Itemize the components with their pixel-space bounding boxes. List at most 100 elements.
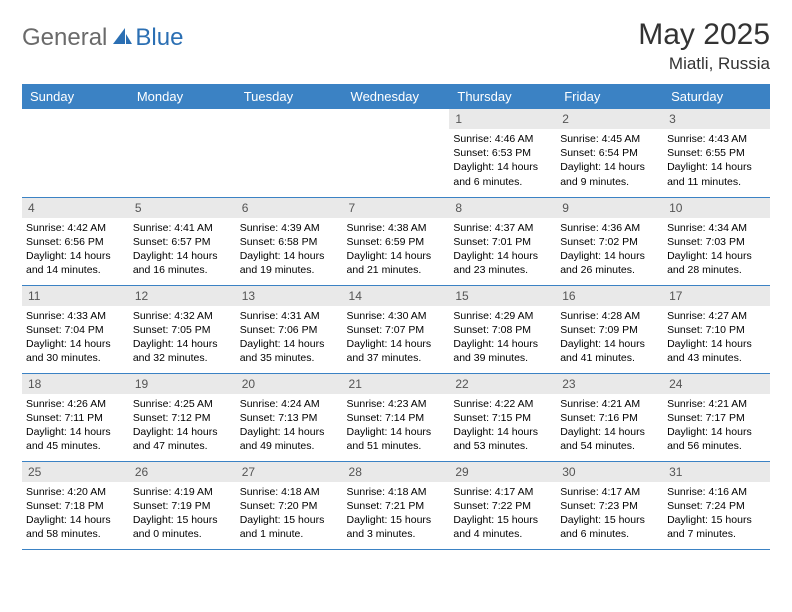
- sunset-text: Sunset: 7:13 PM: [240, 411, 339, 425]
- day-details: Sunrise: 4:23 AMSunset: 7:14 PMDaylight:…: [343, 394, 450, 458]
- sunset-text: Sunset: 6:55 PM: [667, 146, 766, 160]
- daylight-line2: and 54 minutes.: [560, 439, 659, 453]
- sunset-text: Sunset: 7:09 PM: [560, 323, 659, 337]
- day-number: 5: [129, 198, 236, 218]
- day-details: Sunrise: 4:19 AMSunset: 7:19 PMDaylight:…: [129, 482, 236, 546]
- sunrise-text: Sunrise: 4:37 AM: [453, 221, 552, 235]
- sunrise-text: Sunrise: 4:20 AM: [26, 485, 125, 499]
- sunset-text: Sunset: 7:01 PM: [453, 235, 552, 249]
- daylight-line2: and 43 minutes.: [667, 351, 766, 365]
- daylight-line1: Daylight: 14 hours: [667, 160, 766, 174]
- calendar-cell: 8Sunrise: 4:37 AMSunset: 7:01 PMDaylight…: [449, 197, 556, 285]
- sunrise-text: Sunrise: 4:45 AM: [560, 132, 659, 146]
- daylight-line2: and 30 minutes.: [26, 351, 125, 365]
- day-details: Sunrise: 4:33 AMSunset: 7:04 PMDaylight:…: [22, 306, 129, 370]
- calendar-cell: 4Sunrise: 4:42 AMSunset: 6:56 PMDaylight…: [22, 197, 129, 285]
- logo-text-blue: Blue: [135, 24, 183, 52]
- calendar-cell: 30Sunrise: 4:17 AMSunset: 7:23 PMDayligh…: [556, 461, 663, 549]
- day-details: Sunrise: 4:46 AMSunset: 6:53 PMDaylight:…: [449, 129, 556, 193]
- day-number: 25: [22, 462, 129, 482]
- calendar-week-row: 4Sunrise: 4:42 AMSunset: 6:56 PMDaylight…: [22, 197, 770, 285]
- sunset-text: Sunset: 7:06 PM: [240, 323, 339, 337]
- sunset-text: Sunset: 6:58 PM: [240, 235, 339, 249]
- calendar-cell: 2Sunrise: 4:45 AMSunset: 6:54 PMDaylight…: [556, 109, 663, 197]
- calendar-cell: 10Sunrise: 4:34 AMSunset: 7:03 PMDayligh…: [663, 197, 770, 285]
- daylight-line2: and 7 minutes.: [667, 527, 766, 541]
- daylight-line1: Daylight: 14 hours: [667, 337, 766, 351]
- daylight-line1: Daylight: 15 hours: [347, 513, 446, 527]
- daylight-line2: and 3 minutes.: [347, 527, 446, 541]
- sunrise-text: Sunrise: 4:29 AM: [453, 309, 552, 323]
- daylight-line1: Daylight: 14 hours: [560, 425, 659, 439]
- logo-text-general: General: [22, 24, 107, 52]
- day-number: 20: [236, 374, 343, 394]
- day-details: Sunrise: 4:41 AMSunset: 6:57 PMDaylight:…: [129, 218, 236, 282]
- sunset-text: Sunset: 6:56 PM: [26, 235, 125, 249]
- day-details: Sunrise: 4:16 AMSunset: 7:24 PMDaylight:…: [663, 482, 770, 546]
- sunset-text: Sunset: 7:07 PM: [347, 323, 446, 337]
- sunset-text: Sunset: 7:17 PM: [667, 411, 766, 425]
- day-details: Sunrise: 4:32 AMSunset: 7:05 PMDaylight:…: [129, 306, 236, 370]
- daylight-line2: and 0 minutes.: [133, 527, 232, 541]
- sunrise-text: Sunrise: 4:32 AM: [133, 309, 232, 323]
- day-number: [129, 109, 236, 129]
- weekday-wednesday: Wednesday: [343, 84, 450, 109]
- day-details: Sunrise: 4:36 AMSunset: 7:02 PMDaylight:…: [556, 218, 663, 282]
- weekday-header-row: Sunday Monday Tuesday Wednesday Thursday…: [22, 84, 770, 109]
- day-details: Sunrise: 4:28 AMSunset: 7:09 PMDaylight:…: [556, 306, 663, 370]
- calendar-cell: 21Sunrise: 4:23 AMSunset: 7:14 PMDayligh…: [343, 373, 450, 461]
- calendar-cell: 16Sunrise: 4:28 AMSunset: 7:09 PMDayligh…: [556, 285, 663, 373]
- daylight-line2: and 14 minutes.: [26, 263, 125, 277]
- day-number: 23: [556, 374, 663, 394]
- sunrise-text: Sunrise: 4:26 AM: [26, 397, 125, 411]
- calendar-cell: [129, 109, 236, 197]
- sunset-text: Sunset: 7:21 PM: [347, 499, 446, 513]
- sunrise-text: Sunrise: 4:24 AM: [240, 397, 339, 411]
- calendar-cell: 3Sunrise: 4:43 AMSunset: 6:55 PMDaylight…: [663, 109, 770, 197]
- daylight-line1: Daylight: 14 hours: [347, 337, 446, 351]
- calendar-cell: 29Sunrise: 4:17 AMSunset: 7:22 PMDayligh…: [449, 461, 556, 549]
- day-number: 31: [663, 462, 770, 482]
- daylight-line1: Daylight: 15 hours: [240, 513, 339, 527]
- sunset-text: Sunset: 7:03 PM: [667, 235, 766, 249]
- day-details: Sunrise: 4:43 AMSunset: 6:55 PMDaylight:…: [663, 129, 770, 193]
- day-details: Sunrise: 4:37 AMSunset: 7:01 PMDaylight:…: [449, 218, 556, 282]
- header: General Blue May 2025 Miatli, Russia: [22, 18, 770, 74]
- sunset-text: Sunset: 7:02 PM: [560, 235, 659, 249]
- sunrise-text: Sunrise: 4:17 AM: [453, 485, 552, 499]
- title-block: May 2025 Miatli, Russia: [638, 18, 770, 74]
- sunset-text: Sunset: 7:08 PM: [453, 323, 552, 337]
- daylight-line1: Daylight: 14 hours: [560, 337, 659, 351]
- calendar-cell: 11Sunrise: 4:33 AMSunset: 7:04 PMDayligh…: [22, 285, 129, 373]
- day-details: Sunrise: 4:24 AMSunset: 7:13 PMDaylight:…: [236, 394, 343, 458]
- daylight-line2: and 6 minutes.: [453, 175, 552, 189]
- day-number: 16: [556, 286, 663, 306]
- calendar-table: Sunday Monday Tuesday Wednesday Thursday…: [22, 84, 770, 550]
- day-number: 24: [663, 374, 770, 394]
- calendar-cell: 12Sunrise: 4:32 AMSunset: 7:05 PMDayligh…: [129, 285, 236, 373]
- daylight-line1: Daylight: 14 hours: [453, 425, 552, 439]
- daylight-line2: and 32 minutes.: [133, 351, 232, 365]
- calendar-cell: 23Sunrise: 4:21 AMSunset: 7:16 PMDayligh…: [556, 373, 663, 461]
- sunrise-text: Sunrise: 4:34 AM: [667, 221, 766, 235]
- sunrise-text: Sunrise: 4:22 AM: [453, 397, 552, 411]
- day-number: 11: [22, 286, 129, 306]
- day-details: Sunrise: 4:38 AMSunset: 6:59 PMDaylight:…: [343, 218, 450, 282]
- daylight-line2: and 16 minutes.: [133, 263, 232, 277]
- daylight-line2: and 37 minutes.: [347, 351, 446, 365]
- day-details: Sunrise: 4:21 AMSunset: 7:17 PMDaylight:…: [663, 394, 770, 458]
- day-number: 4: [22, 198, 129, 218]
- calendar-cell: 18Sunrise: 4:26 AMSunset: 7:11 PMDayligh…: [22, 373, 129, 461]
- daylight-line2: and 45 minutes.: [26, 439, 125, 453]
- daylight-line1: Daylight: 14 hours: [560, 160, 659, 174]
- weekday-saturday: Saturday: [663, 84, 770, 109]
- sunset-text: Sunset: 7:04 PM: [26, 323, 125, 337]
- day-details: Sunrise: 4:30 AMSunset: 7:07 PMDaylight:…: [343, 306, 450, 370]
- daylight-line2: and 53 minutes.: [453, 439, 552, 453]
- sunset-text: Sunset: 7:19 PM: [133, 499, 232, 513]
- sunset-text: Sunset: 7:22 PM: [453, 499, 552, 513]
- day-details: Sunrise: 4:29 AMSunset: 7:08 PMDaylight:…: [449, 306, 556, 370]
- daylight-line1: Daylight: 15 hours: [667, 513, 766, 527]
- daylight-line1: Daylight: 14 hours: [240, 425, 339, 439]
- day-details: Sunrise: 4:21 AMSunset: 7:16 PMDaylight:…: [556, 394, 663, 458]
